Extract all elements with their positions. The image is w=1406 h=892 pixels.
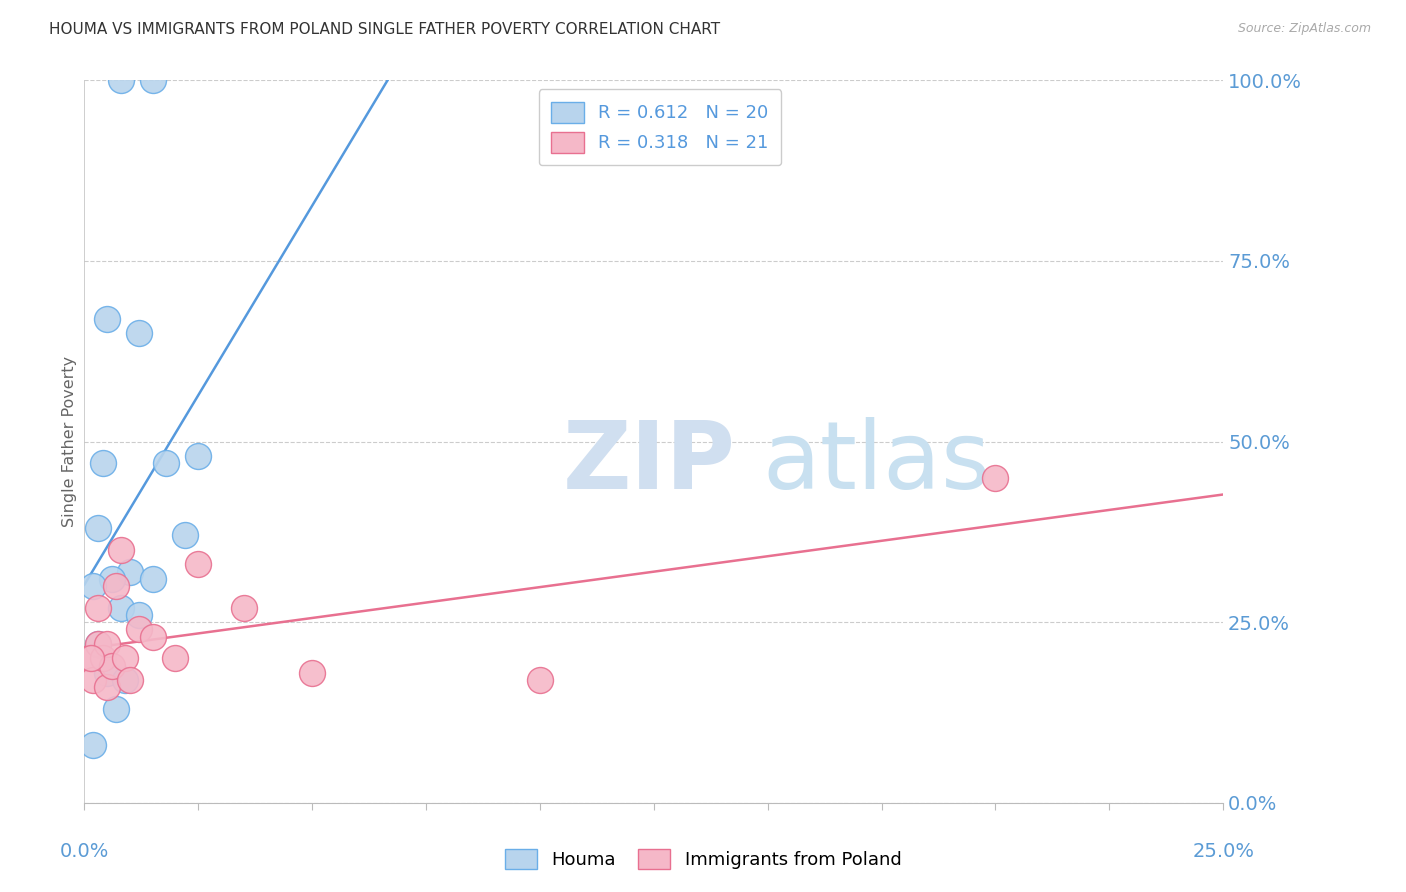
Point [114,651,136,665]
Point [87,637,110,651]
Point [529,673,551,687]
Point [96,637,118,651]
Point [96,311,118,326]
Point [105,579,128,593]
Point [155,456,177,470]
Point [128,607,150,622]
Point [187,449,209,463]
Point [91,456,114,470]
Legend: Houma, Immigrants from Poland: Houma, Immigrants from Poland [495,839,911,879]
Point [114,673,136,687]
Point [142,73,165,87]
Point [77,651,100,665]
Point [165,651,187,665]
Point [91,651,114,665]
Point [100,658,122,673]
Point [128,623,150,637]
Point [118,565,141,579]
Point [142,572,165,586]
Point [301,665,323,680]
Text: 0.0%: 0.0% [59,842,110,861]
Point [80,651,103,665]
Point [100,572,122,586]
Point [82,579,104,593]
Point [173,528,195,542]
Text: 25.0%: 25.0% [1192,842,1254,861]
Legend: R = 0.612   N = 20, R = 0.318   N = 21: R = 0.612 N = 20, R = 0.318 N = 21 [538,89,782,165]
Point [96,680,118,694]
Point [984,471,1007,485]
Text: atlas: atlas [762,417,990,509]
Point [87,600,110,615]
Text: HOUMA VS IMMIGRANTS FROM POLAND SINGLE FATHER POVERTY CORRELATION CHART: HOUMA VS IMMIGRANTS FROM POLAND SINGLE F… [49,22,720,37]
Point [110,600,132,615]
Point [96,665,118,680]
Point [105,702,128,716]
Text: ZIP: ZIP [562,417,735,509]
Point [118,673,141,687]
Point [110,542,132,557]
Point [187,558,209,572]
Point [82,673,104,687]
Point [128,326,150,341]
Point [110,73,132,87]
Point [87,637,110,651]
Point [87,521,110,535]
Point [82,738,104,752]
Y-axis label: Single Father Poverty: Single Father Poverty [62,356,77,527]
Text: Source: ZipAtlas.com: Source: ZipAtlas.com [1237,22,1371,36]
Point [232,600,254,615]
Point [142,630,165,644]
